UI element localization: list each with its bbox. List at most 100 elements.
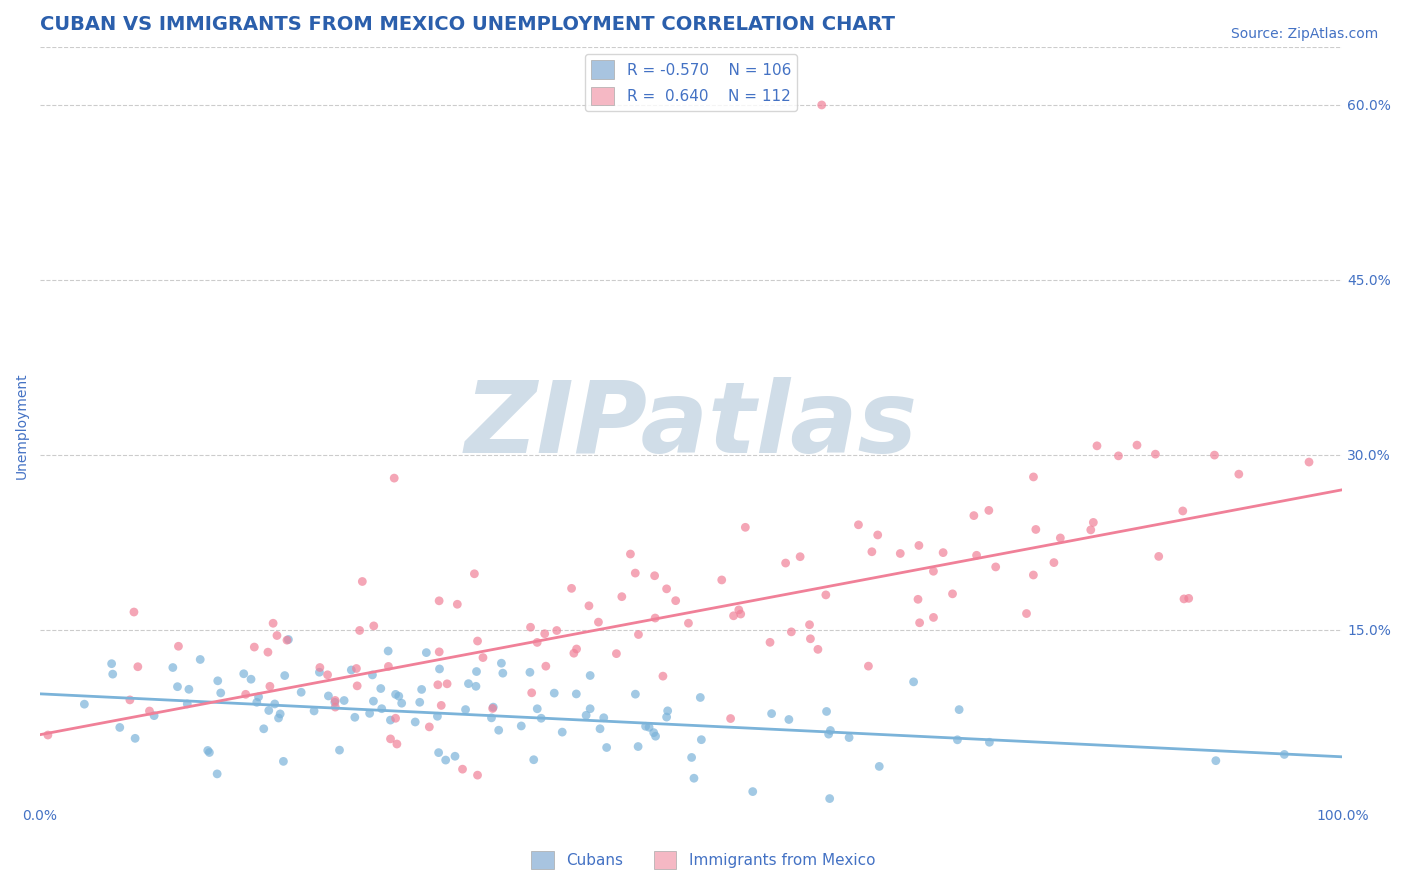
Point bbox=[177, 682, 200, 697]
Point bbox=[523, 753, 546, 767]
Point bbox=[1144, 447, 1167, 461]
Point bbox=[655, 710, 678, 724]
Point bbox=[565, 642, 588, 657]
Point bbox=[817, 727, 839, 741]
Point bbox=[463, 566, 485, 581]
Point bbox=[426, 709, 449, 723]
Point bbox=[520, 686, 543, 700]
Text: ZIPatlas: ZIPatlas bbox=[464, 377, 918, 475]
Point bbox=[644, 611, 666, 625]
Point bbox=[807, 642, 830, 657]
Point bbox=[472, 650, 495, 665]
Point bbox=[1205, 754, 1227, 768]
Point bbox=[1022, 568, 1045, 582]
Point bbox=[382, 471, 405, 485]
Point bbox=[1147, 549, 1170, 564]
Point bbox=[681, 750, 703, 764]
Point bbox=[1298, 455, 1320, 469]
Point bbox=[384, 711, 406, 725]
Point bbox=[198, 746, 221, 760]
Point bbox=[1015, 607, 1038, 621]
Point bbox=[619, 547, 641, 561]
Point bbox=[409, 695, 432, 709]
Point bbox=[232, 666, 254, 681]
Point bbox=[377, 659, 399, 673]
Point bbox=[257, 645, 280, 659]
Point bbox=[908, 615, 931, 630]
Point bbox=[1022, 470, 1045, 484]
Point bbox=[235, 687, 257, 701]
Y-axis label: Unemployment: Unemployment bbox=[15, 372, 30, 479]
Point bbox=[380, 731, 402, 746]
Point bbox=[176, 697, 198, 711]
Point bbox=[243, 640, 266, 654]
Point bbox=[162, 660, 184, 674]
Point bbox=[775, 556, 797, 570]
Point bbox=[380, 713, 402, 727]
Point bbox=[727, 603, 749, 617]
Point bbox=[589, 722, 612, 736]
Point bbox=[519, 620, 541, 634]
Point bbox=[789, 549, 811, 564]
Point bbox=[814, 588, 837, 602]
Point bbox=[276, 633, 298, 648]
Point bbox=[323, 693, 346, 707]
Point bbox=[627, 627, 650, 641]
Point bbox=[404, 714, 426, 729]
Point bbox=[644, 729, 666, 743]
Point bbox=[316, 667, 339, 681]
Point bbox=[665, 593, 688, 607]
Point bbox=[818, 791, 841, 805]
Point bbox=[932, 546, 955, 560]
Point bbox=[678, 616, 700, 631]
Point bbox=[240, 672, 263, 686]
Point bbox=[562, 646, 585, 660]
Point bbox=[246, 695, 269, 709]
Point bbox=[510, 719, 533, 733]
Point bbox=[561, 582, 583, 596]
Point bbox=[370, 681, 392, 696]
Point bbox=[1083, 516, 1105, 530]
Legend: Cubans, Immigrants from Mexico: Cubans, Immigrants from Mexico bbox=[524, 845, 882, 875]
Point bbox=[1227, 467, 1250, 482]
Point bbox=[263, 697, 285, 711]
Point bbox=[308, 665, 330, 680]
Point bbox=[624, 566, 647, 580]
Point bbox=[415, 646, 437, 660]
Point bbox=[963, 508, 986, 523]
Point bbox=[377, 644, 399, 658]
Point bbox=[457, 676, 479, 690]
Point bbox=[710, 573, 733, 587]
Point bbox=[451, 762, 474, 776]
Point bbox=[467, 634, 489, 648]
Point bbox=[359, 706, 381, 721]
Point bbox=[290, 685, 312, 699]
Point bbox=[720, 712, 742, 726]
Point bbox=[430, 698, 453, 713]
Point bbox=[610, 590, 633, 604]
Point bbox=[434, 753, 457, 767]
Point bbox=[491, 657, 513, 671]
Text: Source: ZipAtlas.com: Source: ZipAtlas.com bbox=[1230, 27, 1378, 41]
Point bbox=[799, 632, 821, 646]
Point bbox=[273, 755, 295, 769]
Point bbox=[247, 690, 270, 704]
Point bbox=[108, 721, 131, 735]
Point bbox=[346, 679, 368, 693]
Point bbox=[734, 520, 756, 534]
Point bbox=[546, 624, 568, 638]
Point bbox=[267, 711, 290, 725]
Point bbox=[207, 673, 229, 688]
Point bbox=[444, 749, 467, 764]
Point bbox=[655, 582, 678, 596]
Point bbox=[188, 652, 211, 666]
Point bbox=[683, 771, 706, 785]
Point bbox=[361, 668, 384, 682]
Point bbox=[526, 635, 548, 649]
Point bbox=[984, 560, 1007, 574]
Point bbox=[427, 746, 450, 760]
Point bbox=[118, 693, 141, 707]
Text: CUBAN VS IMMIGRANTS FROM MEXICO UNEMPLOYMENT CORRELATION CHART: CUBAN VS IMMIGRANTS FROM MEXICO UNEMPLOY… bbox=[41, 15, 896, 34]
Point bbox=[946, 732, 969, 747]
Point bbox=[579, 668, 602, 682]
